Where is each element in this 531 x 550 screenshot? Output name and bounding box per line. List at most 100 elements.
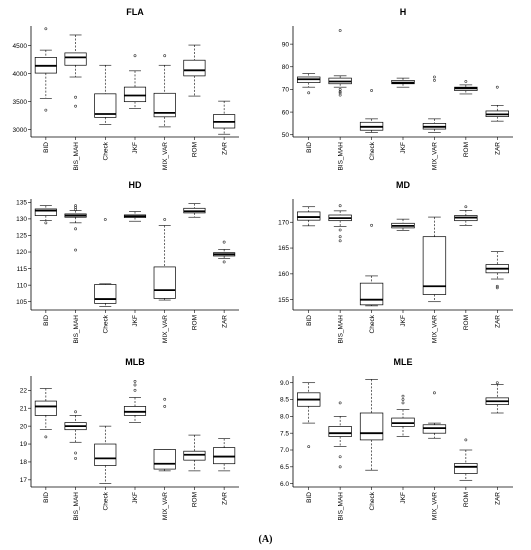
panel-title: FLA — [126, 7, 144, 17]
outlier-point — [338, 401, 342, 405]
outlier-point — [133, 54, 137, 58]
figure-caption: (A) — [258, 534, 273, 545]
box-bid: BID — [34, 27, 57, 153]
outlier-point — [44, 27, 48, 31]
category-label: ROM — [192, 492, 199, 507]
outlier-point — [464, 438, 468, 442]
y-tick-label: 4500 — [13, 43, 28, 50]
category-label: MIX_VAR — [162, 142, 169, 170]
category-label: BIS_MAH — [337, 142, 344, 171]
iqr-box — [183, 59, 206, 77]
category-label: ROM — [463, 492, 470, 507]
box-bid: BID — [34, 388, 57, 503]
y-tick-label: 4000 — [13, 71, 28, 78]
outlier-point — [44, 108, 48, 112]
category-label: Check — [369, 314, 376, 333]
outlier-point — [401, 401, 405, 405]
box-bid: BID — [297, 73, 321, 153]
category-label: JKF — [400, 315, 407, 327]
panel-title: HD — [129, 180, 142, 190]
box-jkf: JKF — [123, 379, 147, 504]
y-tick-label: 70 — [282, 87, 290, 94]
iqr-box — [422, 236, 447, 295]
y-tick-label: 20 — [20, 423, 28, 430]
y-tick-label: 7.5 — [280, 430, 289, 437]
iqr-box — [94, 284, 117, 304]
box-rom: ROM — [454, 205, 478, 330]
outlier-point — [222, 240, 226, 244]
category-label: ZAR — [494, 492, 501, 505]
outlier-point — [401, 398, 405, 401]
outlier-point — [338, 228, 342, 232]
category-label: JKF — [400, 492, 407, 504]
box-check: Check — [94, 425, 117, 510]
iqr-box — [153, 449, 176, 470]
box-bis-mah: BIS_MAH — [64, 410, 87, 521]
y-tick-label: 120 — [16, 249, 27, 256]
outlier-point — [44, 221, 48, 225]
box-check: Check — [94, 64, 117, 160]
outlier-point — [74, 456, 77, 460]
box-jkf: JKF — [123, 54, 147, 154]
category-label: Check — [102, 491, 109, 510]
y-tick-label: 22 — [20, 388, 28, 395]
category-label: BIS_MAH — [73, 142, 80, 171]
category-label: Check — [369, 141, 376, 160]
outlier-point — [401, 394, 405, 398]
outlier-point — [338, 90, 342, 94]
iqr-box — [328, 426, 352, 437]
category-label: BIS_MAH — [337, 492, 344, 521]
iqr-box — [454, 463, 478, 474]
box-rom: ROM — [183, 203, 206, 330]
box-zar: ZAR — [485, 381, 509, 505]
box-mix-var: MIX_VAR — [422, 75, 447, 170]
y-tick-label: 60 — [282, 109, 290, 116]
box-bid: BID — [34, 205, 57, 326]
box-bis-mah: BIS_MAH — [328, 401, 352, 521]
box-zar: ZAR — [485, 85, 509, 155]
outlier-point — [433, 75, 436, 79]
category-label: JKF — [132, 315, 139, 327]
panel-h: H 50 60 70 80 90 BID BIS_MAH Check JKF MIX_VAR ROM Z… — [282, 7, 513, 171]
iqr-box — [359, 282, 384, 306]
y-tick-label: 19 — [20, 441, 28, 448]
box-mix-var: MIX_VAR — [422, 216, 447, 343]
category-label: MIX_VAR — [432, 315, 439, 343]
box-zar: ZAR — [213, 240, 236, 328]
y-tick-label: 8.5 — [280, 397, 289, 404]
y-tick-label: 17 — [20, 477, 28, 484]
y-tick-label: 8.0 — [280, 414, 289, 421]
y-tick-label: 115 — [17, 266, 28, 273]
category-label: BID — [306, 492, 313, 503]
y-tick-label: 3000 — [13, 127, 28, 134]
box-jkf: JKF — [391, 218, 415, 327]
panel-md: MD 155 160 165 170 BID BIS_MAH Check JKF MIX_VAR R… — [278, 180, 513, 344]
outlier-point — [133, 388, 137, 392]
category-label: MIX_VAR — [432, 142, 439, 170]
y-tick-label: 7.0 — [280, 447, 289, 454]
panel-title: H — [400, 7, 407, 17]
outlier-point — [163, 54, 167, 58]
box-jkf: JKF — [391, 77, 415, 154]
box-rom: ROM — [454, 80, 478, 157]
y-tick-label: 170 — [278, 219, 289, 226]
outlier-point — [464, 80, 468, 83]
outlier-point — [74, 104, 77, 108]
iqr-box — [94, 443, 117, 466]
outlier-point — [222, 260, 226, 264]
category-label: MIX_VAR — [162, 315, 169, 343]
y-tick-label: 9.0 — [280, 380, 289, 387]
y-tick-label: 6.5 — [280, 464, 289, 471]
box-bis-mah: BIS_MAH — [328, 204, 352, 344]
outlier-point — [338, 235, 342, 239]
box-zar: ZAR — [213, 438, 236, 505]
y-tick-label: 18 — [20, 459, 28, 466]
category-label: ROM — [463, 315, 470, 330]
outlier-point — [495, 286, 499, 290]
category-label: BIS_MAH — [337, 315, 344, 344]
outlier-point — [338, 93, 342, 97]
outlier-point — [307, 91, 311, 95]
outlier-point — [464, 205, 468, 209]
outlier-point — [338, 465, 342, 469]
panel-title: MLB — [125, 357, 145, 367]
